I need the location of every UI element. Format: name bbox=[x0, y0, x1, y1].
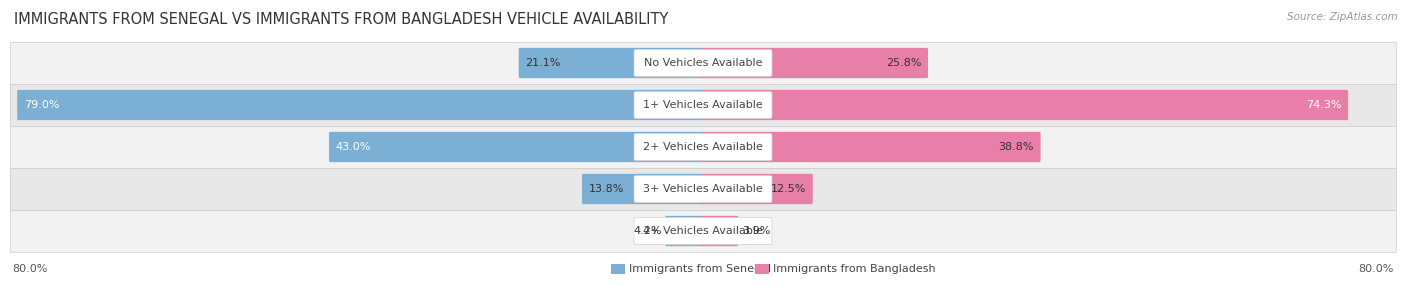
Text: 21.1%: 21.1% bbox=[526, 58, 561, 68]
Text: 25.8%: 25.8% bbox=[886, 58, 921, 68]
FancyBboxPatch shape bbox=[634, 92, 772, 119]
FancyBboxPatch shape bbox=[17, 90, 704, 120]
Text: No Vehicles Available: No Vehicles Available bbox=[644, 58, 762, 68]
Bar bbox=[10, 126, 1396, 168]
FancyBboxPatch shape bbox=[582, 174, 704, 204]
Bar bbox=[10, 84, 1396, 126]
Text: Immigrants from Bangladesh: Immigrants from Bangladesh bbox=[773, 264, 935, 274]
Bar bbox=[612, 264, 626, 274]
Text: 4.2%: 4.2% bbox=[633, 226, 662, 236]
Text: 38.8%: 38.8% bbox=[998, 142, 1033, 152]
Bar bbox=[10, 42, 1396, 84]
Text: 43.0%: 43.0% bbox=[336, 142, 371, 152]
FancyBboxPatch shape bbox=[702, 48, 928, 78]
Text: 74.3%: 74.3% bbox=[1306, 100, 1341, 110]
FancyBboxPatch shape bbox=[634, 49, 772, 77]
FancyBboxPatch shape bbox=[665, 216, 704, 246]
FancyBboxPatch shape bbox=[634, 133, 772, 161]
FancyBboxPatch shape bbox=[329, 132, 704, 162]
Text: 80.0%: 80.0% bbox=[13, 264, 48, 274]
Text: Source: ZipAtlas.com: Source: ZipAtlas.com bbox=[1288, 12, 1398, 22]
Text: 3+ Vehicles Available: 3+ Vehicles Available bbox=[643, 184, 763, 194]
FancyBboxPatch shape bbox=[634, 217, 772, 245]
Text: 80.0%: 80.0% bbox=[1358, 264, 1393, 274]
FancyBboxPatch shape bbox=[702, 132, 1040, 162]
Text: 13.8%: 13.8% bbox=[589, 184, 624, 194]
Text: 3.9%: 3.9% bbox=[742, 226, 770, 236]
Text: IMMIGRANTS FROM SENEGAL VS IMMIGRANTS FROM BANGLADESH VEHICLE AVAILABILITY: IMMIGRANTS FROM SENEGAL VS IMMIGRANTS FR… bbox=[14, 12, 668, 27]
FancyBboxPatch shape bbox=[702, 216, 738, 246]
Text: 2+ Vehicles Available: 2+ Vehicles Available bbox=[643, 142, 763, 152]
Text: Immigrants from Senegal: Immigrants from Senegal bbox=[628, 264, 770, 274]
Text: 12.5%: 12.5% bbox=[770, 184, 806, 194]
Text: 1+ Vehicles Available: 1+ Vehicles Available bbox=[643, 100, 763, 110]
Bar bbox=[755, 264, 769, 274]
Bar bbox=[10, 210, 1396, 252]
FancyBboxPatch shape bbox=[702, 90, 1348, 120]
Text: 79.0%: 79.0% bbox=[24, 100, 59, 110]
FancyBboxPatch shape bbox=[519, 48, 704, 78]
Text: 4+ Vehicles Available: 4+ Vehicles Available bbox=[643, 226, 763, 236]
Bar bbox=[10, 168, 1396, 210]
FancyBboxPatch shape bbox=[702, 174, 813, 204]
FancyBboxPatch shape bbox=[634, 175, 772, 202]
